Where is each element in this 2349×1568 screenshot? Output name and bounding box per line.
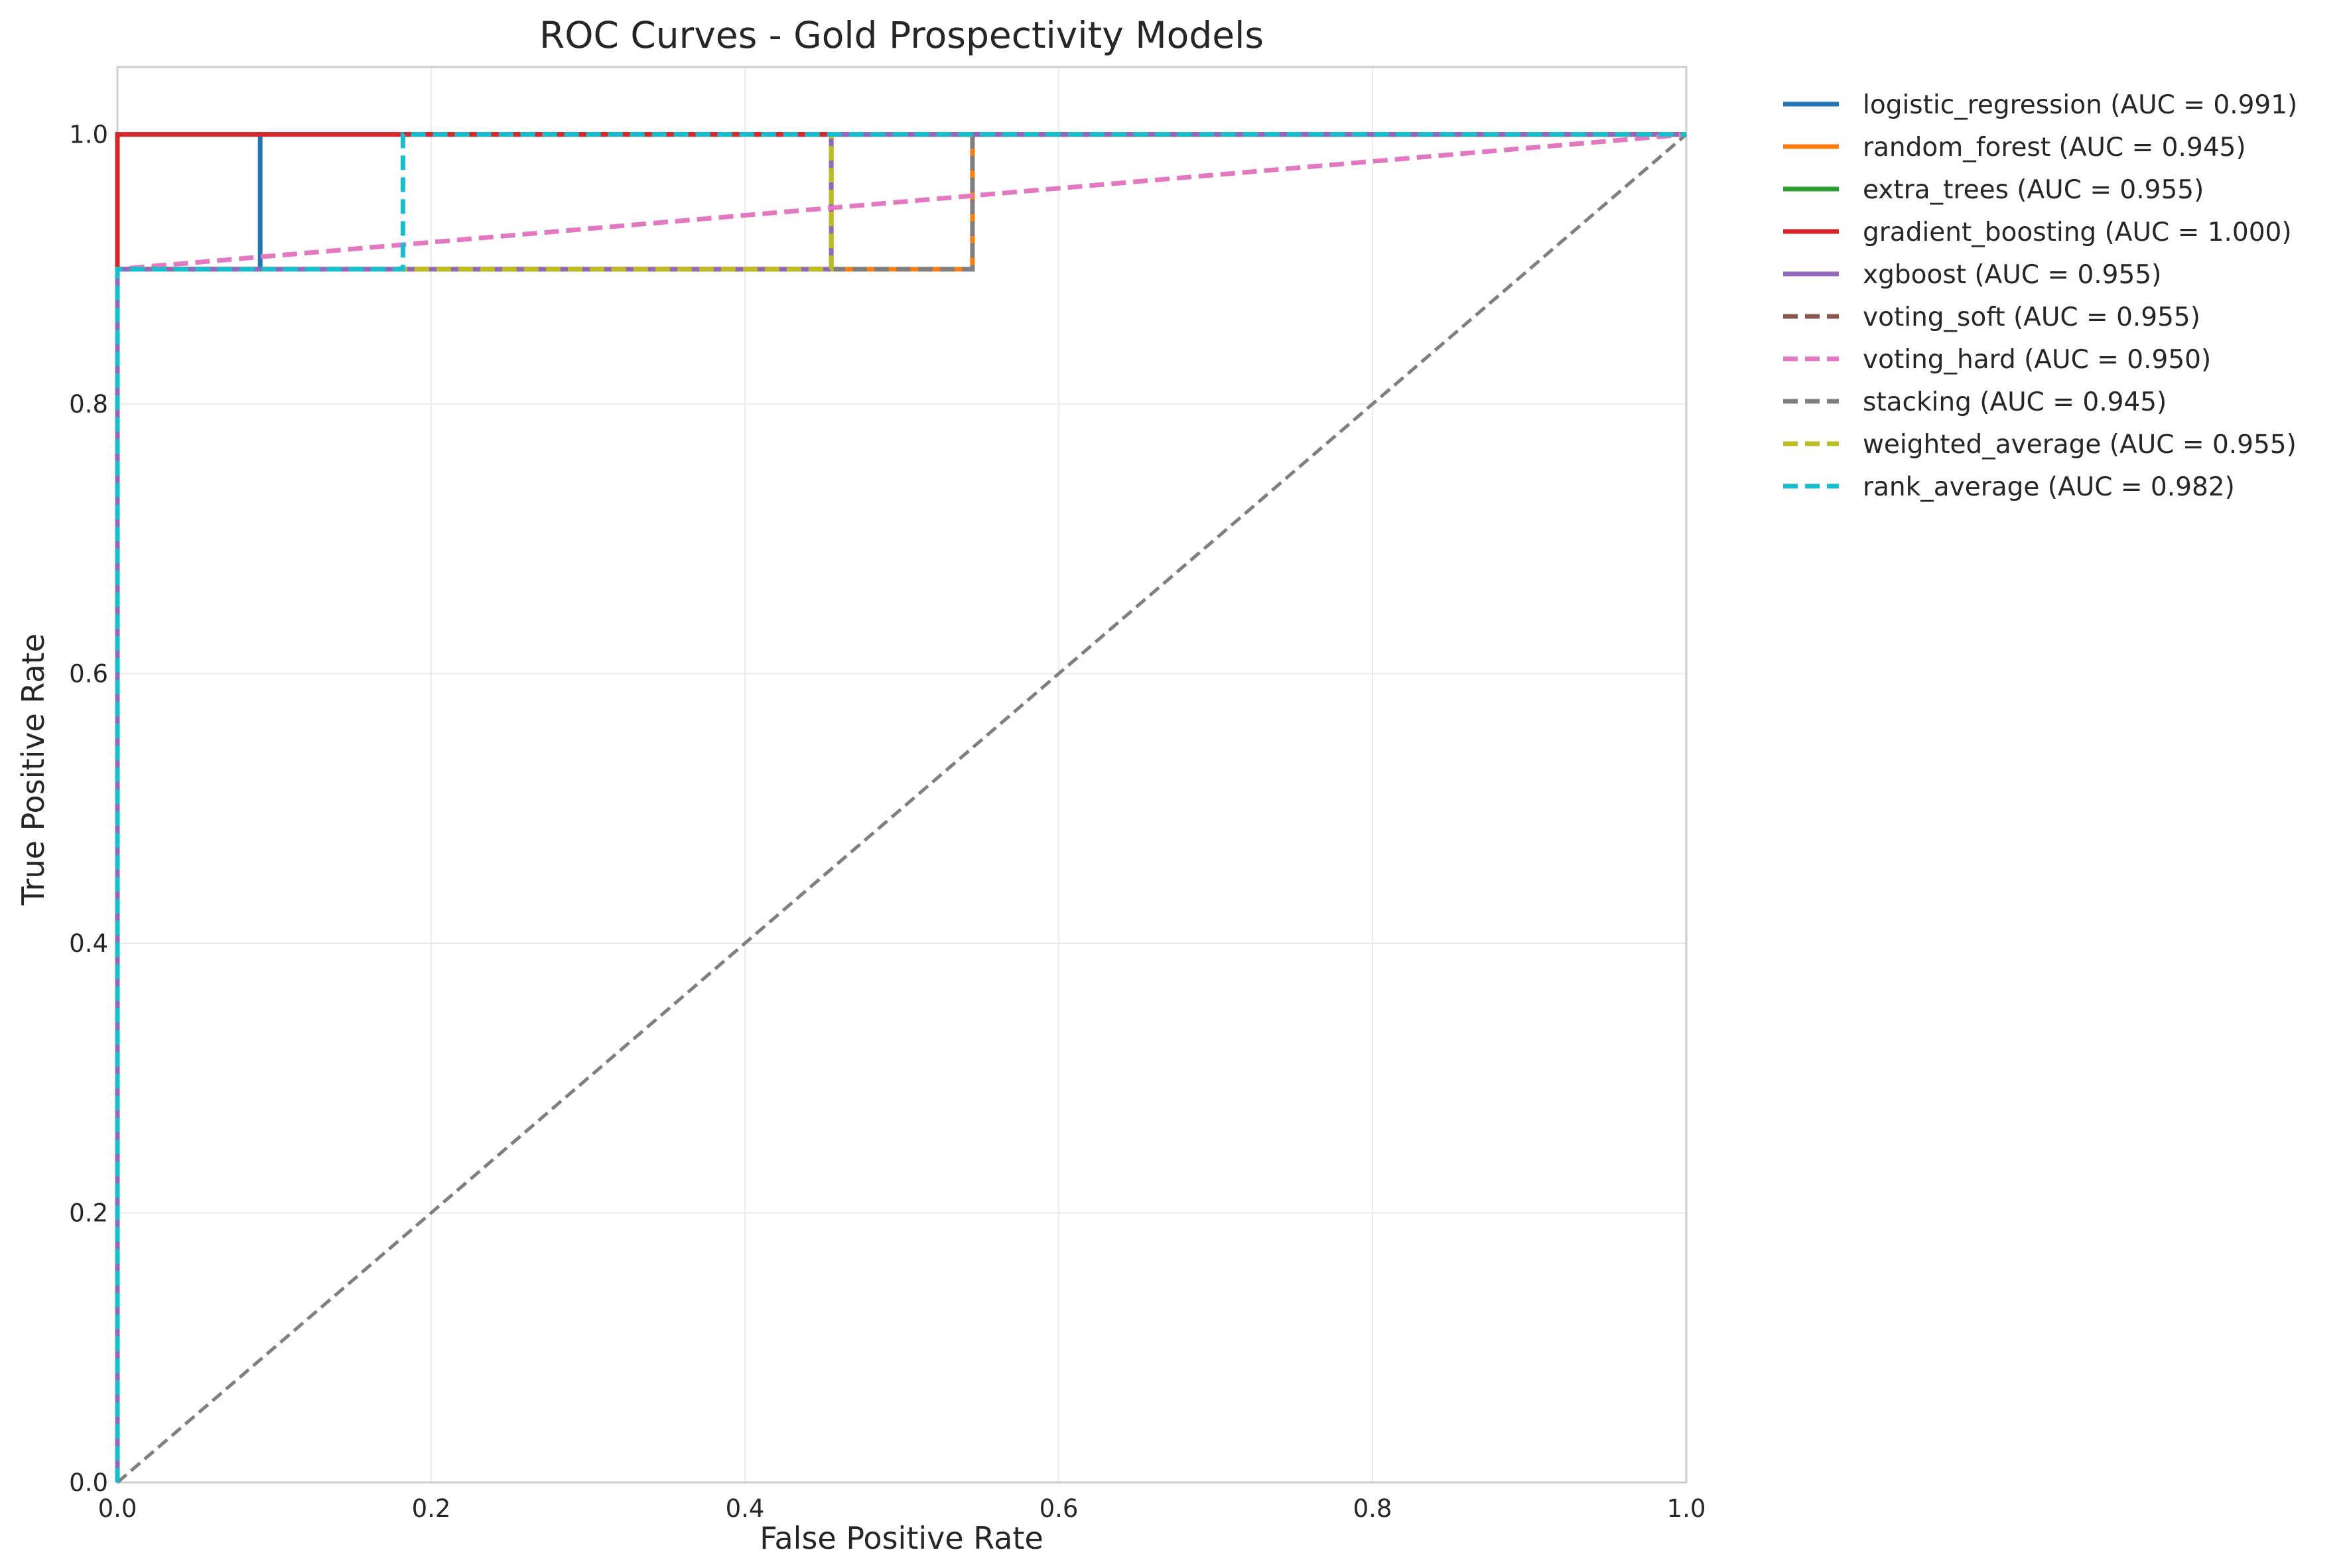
x-tick-label: 0.8 (1353, 1494, 1392, 1523)
x-tick-label: 0.4 (726, 1494, 765, 1523)
y-axis-label: True Positive Rate (15, 633, 51, 906)
legend-label: voting_soft (AUC = 0.955) (1863, 302, 2200, 332)
y-tick-label: 0.2 (69, 1199, 108, 1228)
chart-title: ROC Curves - Gold Prospectivity Models (539, 14, 1264, 56)
x-tick-label: 0.0 (98, 1494, 137, 1523)
legend-label: gradient_boosting (AUC = 1.000) (1863, 218, 2292, 247)
legend-label: xgboost (AUC = 0.955) (1863, 260, 2161, 290)
x-axis-label: False Positive Rate (760, 1520, 1043, 1556)
x-tick-label: 0.6 (1040, 1494, 1079, 1523)
legend-label: weighted_average (AUC = 0.955) (1863, 430, 2297, 460)
series-line-rank-average (115, 132, 1686, 1482)
random-chance-line (116, 133, 1688, 1484)
y-tick-label: 1.0 (69, 121, 108, 149)
legend-label: extra_trees (AUC = 0.955) (1863, 175, 2204, 205)
y-tick-label: 0.4 (69, 929, 108, 958)
legend-label: rank_average (AUC = 0.982) (1863, 472, 2235, 502)
series-layer (115, 132, 1688, 1484)
legend-label: voting_hard (AUC = 0.950) (1863, 345, 2211, 375)
x-tick-label: 0.2 (412, 1494, 451, 1523)
legend: logistic_regression (AUC = 0.991) random_… (1783, 90, 2297, 502)
legend-label: stacking (AUC = 0.945) (1863, 387, 2167, 417)
plot-frame (116, 66, 1688, 1484)
y-tick-label: 0.6 (69, 660, 108, 688)
y-tick-label: 0.8 (69, 390, 108, 419)
y-tick-labels: 0.0 0.2 0.4 0.6 0.8 1.0 (69, 121, 108, 1497)
x-tick-labels: 0.0 0.2 0.4 0.6 0.8 1.0 (98, 1494, 1706, 1523)
grid (117, 67, 1687, 1483)
x-tick-label: 1.0 (1667, 1494, 1706, 1523)
y-tick-label: 0.0 (69, 1469, 108, 1497)
legend-label: random_forest (AUC = 0.945) (1863, 133, 2246, 163)
legend-label: logistic_regression (AUC = 0.991) (1863, 90, 2297, 120)
